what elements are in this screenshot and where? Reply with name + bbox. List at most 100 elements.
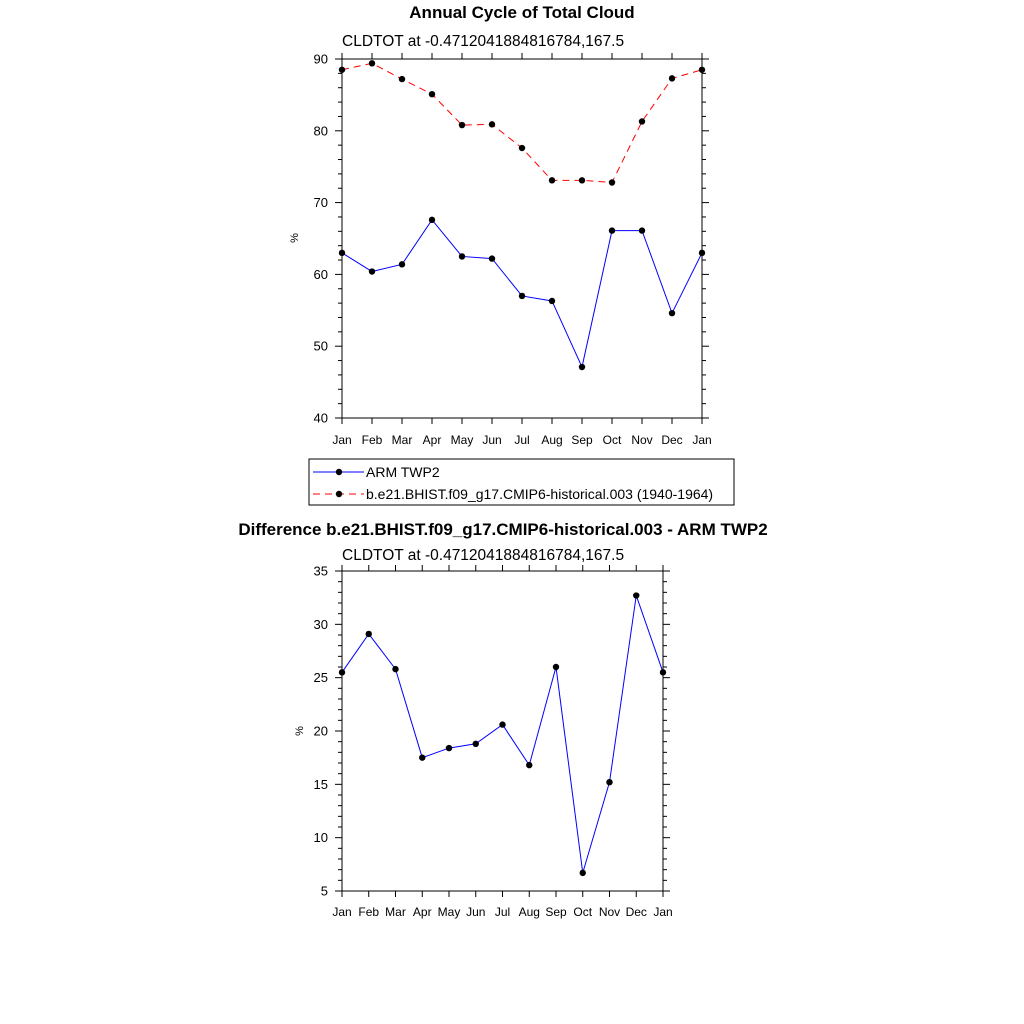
data-point [445, 744, 453, 752]
series-lines [341, 62, 703, 369]
x-tick-labels: Jan Feb Mar Apr May Jun Jul Aug Sep Oct Nov Dec Jan [332, 433, 711, 447]
y-tick-label: 90 [314, 52, 328, 67]
data-point [633, 592, 640, 599]
legend-marker-model [335, 490, 343, 498]
series-points [338, 592, 667, 877]
data-point [472, 740, 479, 747]
y-tick-labels: 5 10 15 20 25 30 35 [314, 564, 328, 899]
y-tick-label: 40 [314, 411, 328, 426]
x-tick-label: Jan [332, 905, 351, 919]
data-point [579, 869, 586, 877]
x-tick-labels: Jan Feb Mar Apr May Jun Jul Aug Sep Oct Nov Dec Jan [332, 905, 672, 919]
y-tick-label: 5 [321, 884, 328, 899]
data-point [398, 261, 406, 268]
y-tick-label: 30 [314, 617, 328, 632]
data-point [338, 66, 346, 73]
series-line-1 [341, 62, 703, 184]
data-point [638, 118, 646, 125]
difference-panel: Difference b.e21.BHIST.f09_g17.CMIP6-his… [238, 520, 767, 919]
data-point [488, 255, 496, 262]
y-tick-label: 35 [314, 564, 328, 579]
x-tick-label: Sep [545, 905, 567, 919]
legend-box [308, 458, 735, 506]
data-point [338, 669, 346, 676]
y-tick-label: 20 [314, 724, 328, 739]
data-point [638, 227, 646, 234]
data-point [428, 90, 436, 98]
data-point [368, 268, 376, 275]
x-tick-label: Nov [631, 433, 652, 447]
data-point [668, 309, 676, 317]
y-tick-label: 10 [314, 830, 328, 845]
y-tick-label: 80 [314, 123, 328, 138]
x-tick-label: Oct [573, 905, 592, 919]
series-points [338, 60, 706, 371]
x-tick-label: Apr [413, 905, 432, 919]
x-tick-label: Aug [519, 905, 540, 919]
chart-title: Annual Cycle of Total Cloud [409, 3, 634, 22]
data-point [458, 253, 466, 260]
x-tick-label: Dec [626, 905, 647, 919]
legend-label-arm: ARM TWP2 [366, 464, 440, 480]
y-tick-label: 70 [314, 195, 328, 210]
y-tick-label: 25 [314, 670, 328, 685]
x-tick-label: Apr [423, 433, 442, 447]
legend-marker-arm [335, 468, 343, 476]
axis-ticks [335, 53, 709, 424]
data-point [659, 669, 667, 676]
data-point [428, 216, 436, 224]
x-tick-label: Jul [495, 905, 510, 919]
data-point [338, 249, 346, 257]
x-tick-label: May [451, 433, 474, 447]
y-axis-label: % [289, 233, 301, 243]
legend: ARM TWP2 b.e21.BHIST.f09_g17.CMIP6-histo… [308, 458, 735, 506]
data-point [518, 144, 526, 152]
x-tick-label: Feb [362, 433, 383, 447]
y-tick-label: 15 [314, 777, 328, 792]
data-point [608, 227, 616, 234]
x-tick-label: Nov [599, 905, 620, 919]
data-point [458, 121, 466, 129]
y-axis-label: % [294, 726, 306, 736]
axis-ticks [335, 565, 670, 897]
x-tick-label: May [438, 905, 461, 919]
x-tick-label: Jul [514, 433, 529, 447]
x-tick-label: Sep [571, 433, 593, 447]
data-point [578, 177, 586, 184]
y-tick-labels: 40 50 60 70 80 90 [314, 52, 328, 426]
x-tick-label: Aug [541, 433, 562, 447]
plot-frame [341, 570, 664, 892]
x-tick-label: Oct [603, 433, 622, 447]
data-point [698, 249, 706, 257]
legend-label-model: b.e21.BHIST.f09_g17.CMIP6-historical.003… [366, 486, 713, 502]
data-point [606, 779, 613, 786]
chart-subtitle: CLDTOT at -0.4712041884816784,167.5 [342, 33, 624, 50]
x-tick-label: Jun [466, 905, 485, 919]
x-tick-label: Jan [332, 433, 351, 447]
data-point [548, 297, 556, 305]
chart-subtitle: CLDTOT at -0.4712041884816784,167.5 [342, 547, 624, 564]
x-tick-label: Jan [692, 433, 711, 447]
data-point [368, 60, 376, 67]
chart-title: Difference b.e21.BHIST.f09_g17.CMIP6-his… [238, 520, 767, 539]
x-tick-label: Feb [358, 905, 379, 919]
data-point [608, 179, 616, 186]
data-point [365, 630, 372, 638]
data-point [548, 177, 556, 184]
data-point [526, 761, 533, 769]
x-tick-label: Mar [392, 433, 413, 447]
y-tick-label: 60 [314, 267, 328, 282]
data-point [392, 665, 399, 673]
x-tick-label: Dec [661, 433, 682, 447]
series-lines [341, 595, 664, 874]
data-point [518, 292, 526, 300]
annual-cycle-panel: Annual Cycle of Total Cloud CLDTOT at -0… [289, 3, 712, 447]
x-tick-label: Jun [482, 433, 501, 447]
data-point [578, 363, 586, 371]
y-tick-label: 50 [314, 339, 328, 354]
x-tick-label: Mar [385, 905, 406, 919]
data-point [552, 663, 560, 671]
series-line-0 [341, 595, 664, 874]
data-point [398, 75, 406, 83]
